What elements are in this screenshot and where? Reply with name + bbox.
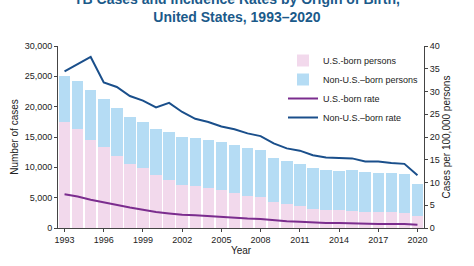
svg-text:20: 20 — [430, 132, 440, 142]
svg-text:U.S.-born persons: U.S.-born persons — [323, 56, 397, 66]
svg-text:2011: 2011 — [290, 235, 309, 245]
svg-text:10,000: 10,000 — [25, 162, 53, 172]
svg-text:1993: 1993 — [55, 235, 75, 245]
svg-text:20,000: 20,000 — [25, 102, 53, 112]
svg-text:15,000: 15,000 — [25, 132, 53, 142]
svg-text:2002: 2002 — [172, 235, 192, 245]
svg-text:35: 35 — [430, 64, 440, 74]
svg-text:0: 0 — [430, 223, 435, 233]
svg-text:U.S.-born rate: U.S.-born rate — [323, 94, 380, 104]
svg-text:Non-U.S.–born persons: Non-U.S.–born persons — [323, 75, 418, 85]
svg-text:Non-U.S.–born rate: Non-U.S.–born rate — [323, 113, 401, 123]
svg-text:0: 0 — [47, 223, 52, 233]
svg-text:40: 40 — [430, 41, 440, 51]
svg-text:15: 15 — [430, 155, 440, 165]
svg-text:1999: 1999 — [133, 235, 153, 245]
svg-text:2005: 2005 — [211, 235, 231, 245]
svg-text:Year: Year — [231, 245, 252, 256]
svg-text:Number of cases: Number of cases — [9, 99, 20, 175]
svg-text:25,000: 25,000 — [25, 71, 53, 81]
svg-text:5,000: 5,000 — [30, 193, 53, 203]
svg-text:30: 30 — [430, 87, 440, 97]
svg-text:Cases per 100,000 persons: Cases per 100,000 persons — [441, 76, 452, 199]
svg-text:1996: 1996 — [94, 235, 114, 245]
svg-text:25: 25 — [430, 109, 440, 119]
svg-text:2017: 2017 — [368, 235, 388, 245]
svg-text:10: 10 — [430, 178, 440, 188]
svg-text:2020: 2020 — [407, 235, 427, 245]
svg-text:2014: 2014 — [329, 235, 349, 245]
svg-text:2008: 2008 — [251, 235, 271, 245]
svg-text:TB Cases and Incidence Rates b: TB Cases and Incidence Rates by Origin o… — [74, 0, 400, 25]
svg-text:5: 5 — [430, 200, 435, 210]
svg-text:30,000: 30,000 — [25, 41, 53, 51]
